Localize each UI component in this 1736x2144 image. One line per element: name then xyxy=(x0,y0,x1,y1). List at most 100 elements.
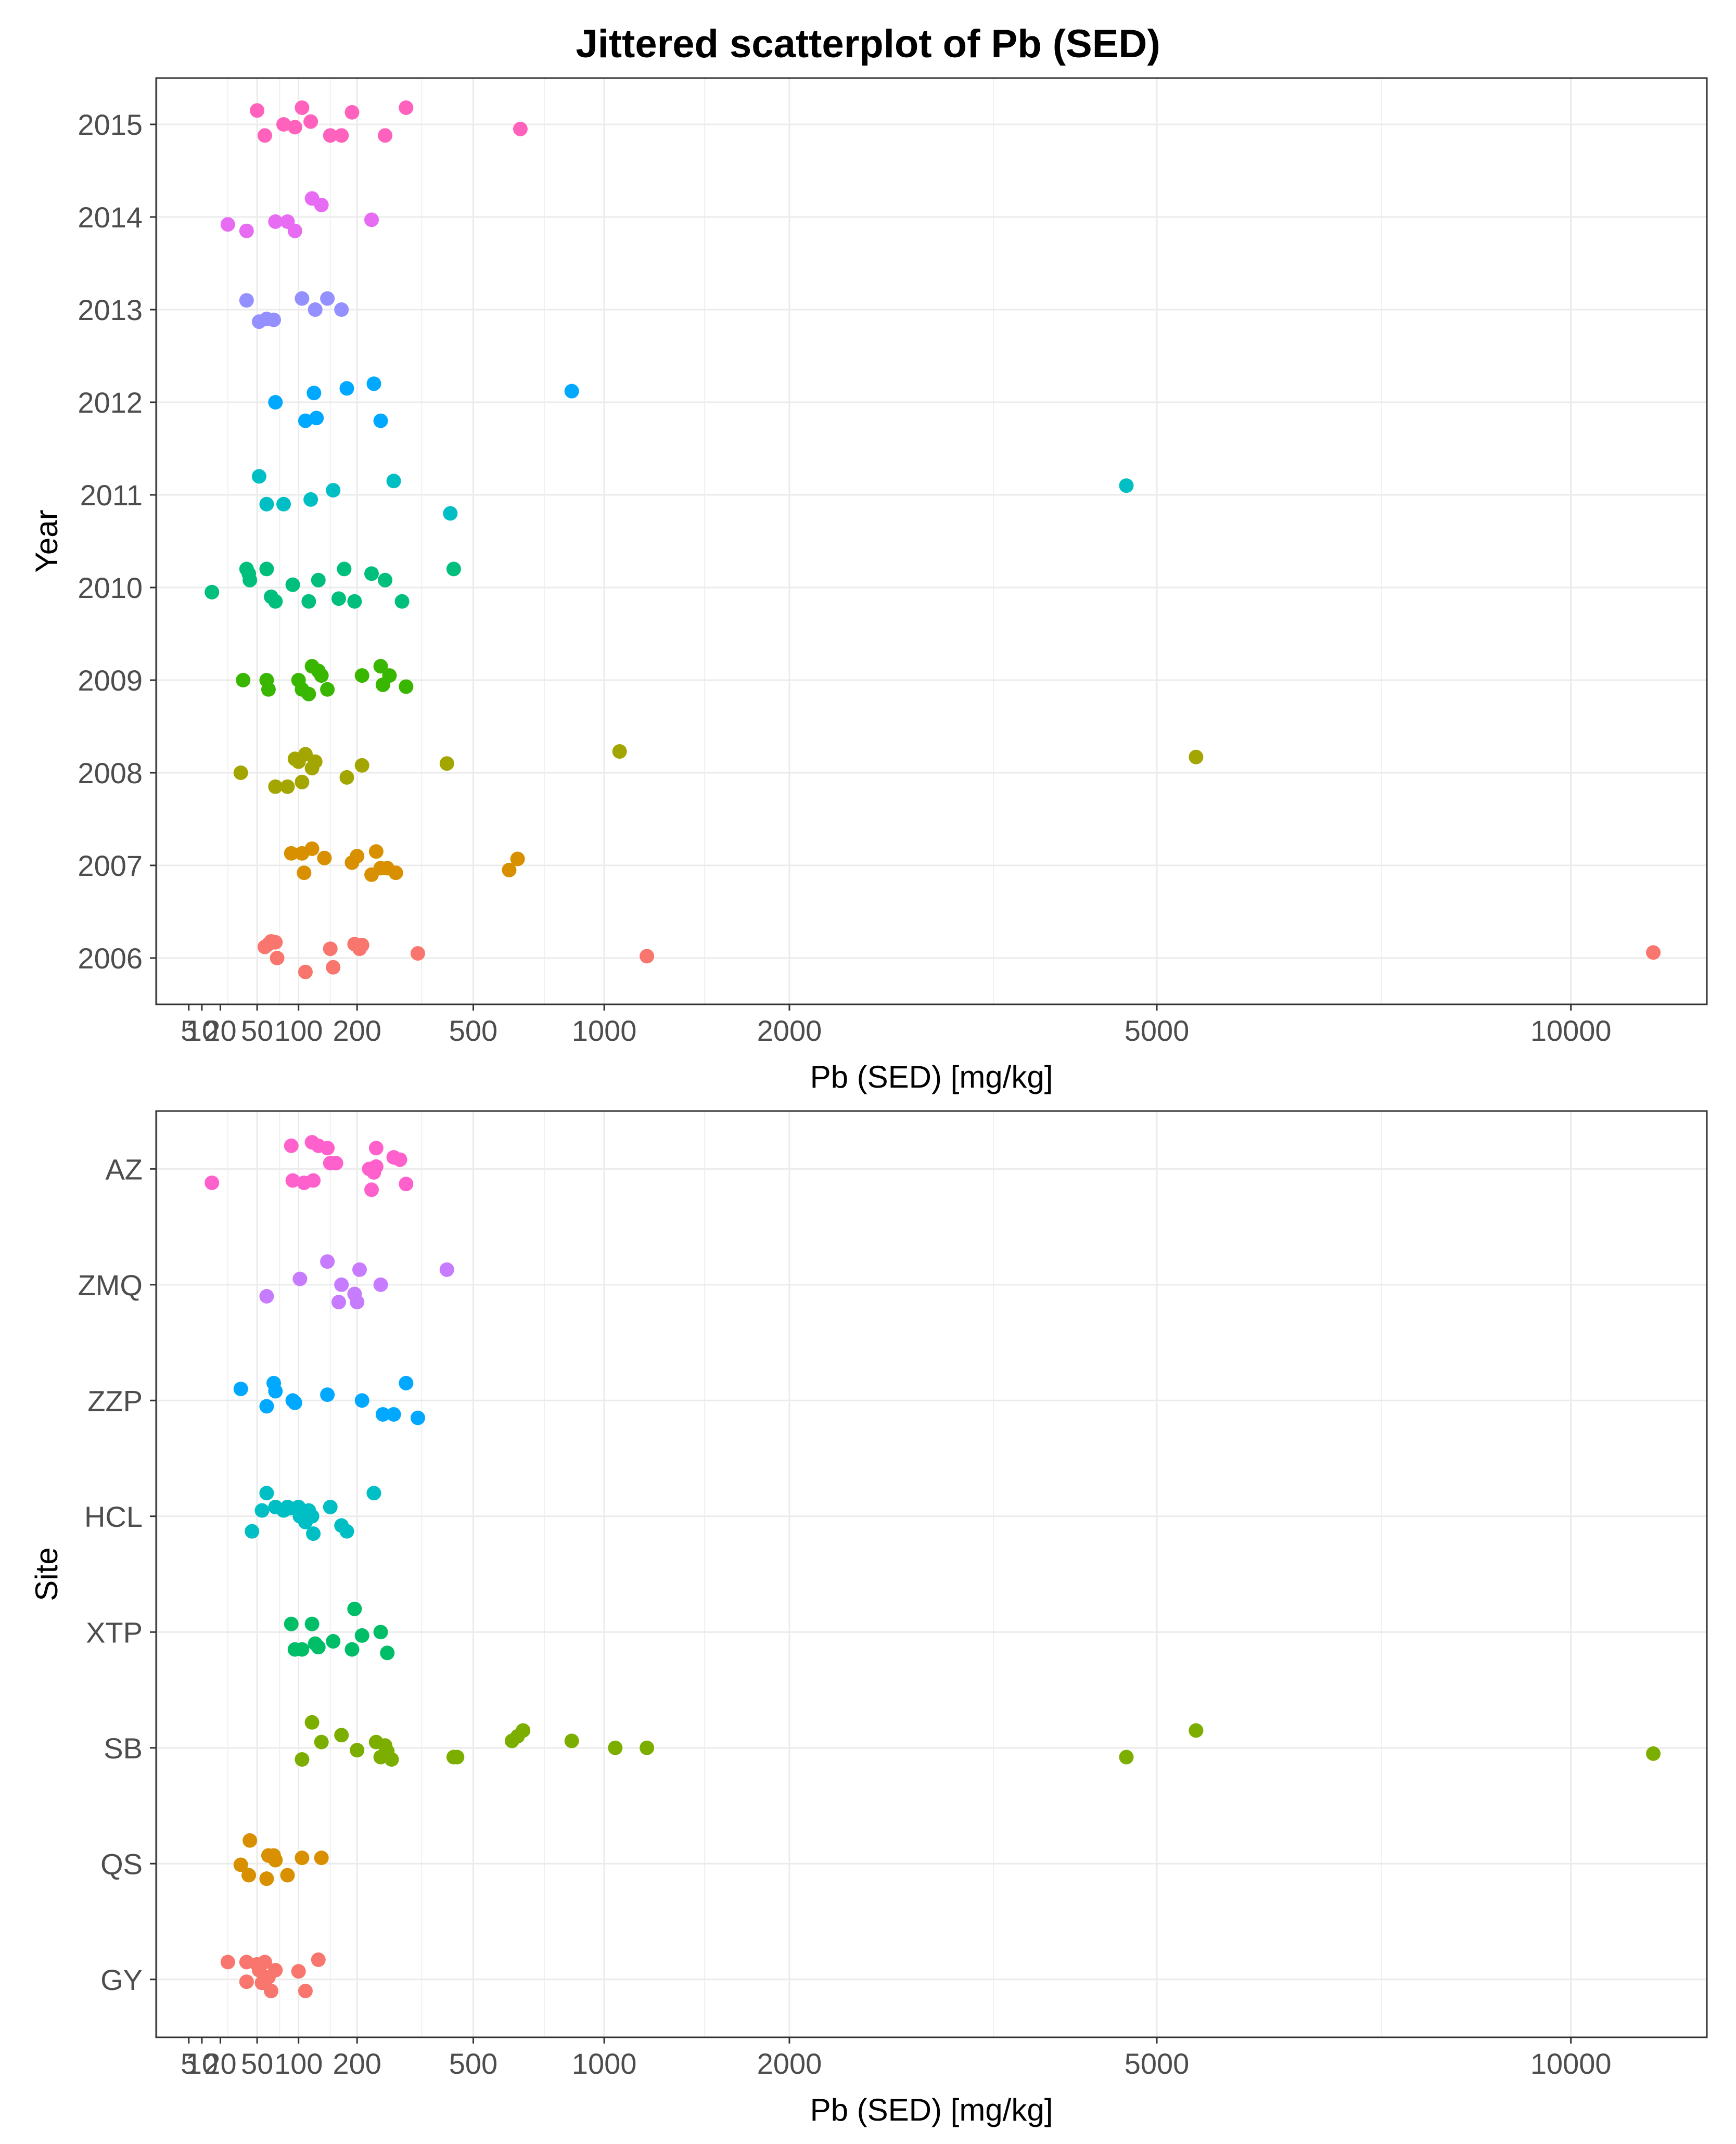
series-sb xyxy=(295,1715,1661,1767)
point-2011 xyxy=(326,483,341,498)
point-az xyxy=(364,1182,379,1197)
panel-border xyxy=(155,1110,1708,2038)
point-2006 xyxy=(640,949,655,964)
point-sb xyxy=(516,1723,531,1738)
point-zmq xyxy=(352,1262,367,1277)
point-zmq xyxy=(259,1289,274,1304)
point-qs xyxy=(233,1857,248,1872)
x-axis-label: Pb (SED) [mg/kg] xyxy=(810,1060,1053,1094)
point-zzp xyxy=(354,1393,369,1408)
point-2010 xyxy=(311,572,326,588)
series-az xyxy=(205,1135,414,1197)
y-tick-label: SB xyxy=(104,1732,143,1765)
point-az xyxy=(285,1173,300,1188)
point-2010 xyxy=(378,572,393,588)
x-tick-label: 10 xyxy=(186,1014,218,1047)
point-2007 xyxy=(317,850,332,865)
point-2010 xyxy=(337,561,352,577)
x-tick-label: 200 xyxy=(333,2047,381,2080)
y-tick-label: 2006 xyxy=(78,942,143,975)
point-qs xyxy=(295,1851,310,1866)
series-2010 xyxy=(205,561,461,609)
y-tick-label: 2011 xyxy=(80,479,143,512)
point-2012 xyxy=(309,411,324,426)
point-2010 xyxy=(285,577,300,592)
point-2015 xyxy=(303,114,318,129)
point-zzp xyxy=(233,1382,248,1396)
point-sb xyxy=(564,1733,579,1749)
point-2009 xyxy=(261,682,276,697)
point-az xyxy=(284,1138,299,1153)
x-tick-label: 10000 xyxy=(1530,2047,1612,2080)
point-2008 xyxy=(612,744,627,759)
point-zmq xyxy=(439,1262,454,1277)
point-sb xyxy=(350,1743,365,1758)
x-tick-label: 100 xyxy=(274,2047,323,2080)
point-2012 xyxy=(366,376,381,391)
point-az xyxy=(399,1177,414,1192)
series-xtp xyxy=(284,1601,395,1661)
point-qs xyxy=(314,1851,329,1866)
point-2008 xyxy=(308,754,323,769)
point-2013 xyxy=(334,302,349,317)
point-hcl xyxy=(254,1503,270,1518)
point-2011 xyxy=(303,492,318,507)
point-xtp xyxy=(326,1634,341,1649)
point-zmq xyxy=(373,1277,388,1292)
point-2010 xyxy=(268,594,283,609)
point-gy xyxy=(298,1984,313,1998)
point-az xyxy=(205,1175,220,1190)
series-hcl xyxy=(245,1486,381,1541)
x-tick-label: 10000 xyxy=(1530,1014,1612,1047)
point-2008 xyxy=(354,758,369,773)
series-2014 xyxy=(220,191,379,238)
point-2010 xyxy=(205,584,220,599)
point-zmq xyxy=(350,1295,365,1310)
plot-background xyxy=(156,1111,1707,2037)
point-2010 xyxy=(259,561,274,577)
point-sb xyxy=(1646,1746,1661,1761)
point-gy xyxy=(268,1962,283,1977)
point-2014 xyxy=(364,212,379,227)
point-zzp xyxy=(268,1384,283,1399)
point-2013 xyxy=(266,312,282,327)
point-hcl xyxy=(306,1526,321,1541)
y-tick-label: ZZP xyxy=(87,1384,143,1417)
series-2006 xyxy=(257,934,1661,979)
point-xtp xyxy=(311,1640,326,1655)
point-2013 xyxy=(239,293,254,308)
x-tick-label: 5 xyxy=(181,2047,197,2080)
point-gy xyxy=(264,1984,279,1998)
point-2010 xyxy=(347,594,362,609)
point-xtp xyxy=(304,1616,320,1631)
point-hcl xyxy=(366,1486,381,1501)
y-tick-label: ZMQ xyxy=(78,1269,143,1301)
point-az xyxy=(306,1173,321,1188)
point-2012 xyxy=(373,413,388,428)
point-qs xyxy=(280,1868,295,1883)
point-gy xyxy=(220,1955,235,1970)
point-zmq xyxy=(331,1295,346,1310)
point-2008 xyxy=(1189,749,1204,764)
point-2009 xyxy=(301,686,316,701)
point-xtp xyxy=(295,1642,310,1657)
series-2013 xyxy=(239,291,349,329)
point-hcl xyxy=(323,1499,338,1514)
point-2007 xyxy=(304,841,320,856)
series-qs xyxy=(233,1833,329,1886)
y-tick-label: 2010 xyxy=(78,571,143,604)
gridlines xyxy=(156,1111,1707,2037)
point-zzp xyxy=(386,1407,401,1422)
series-2009 xyxy=(236,659,414,701)
point-2008 xyxy=(439,756,454,771)
point-az xyxy=(328,1156,343,1171)
point-xtp xyxy=(354,1628,369,1643)
point-2009 xyxy=(354,668,369,683)
point-zzp xyxy=(320,1387,335,1402)
point-2015 xyxy=(287,120,302,135)
x-tick-label: 5 xyxy=(181,1014,197,1047)
point-2006 xyxy=(268,935,283,950)
point-hcl xyxy=(245,1524,260,1539)
